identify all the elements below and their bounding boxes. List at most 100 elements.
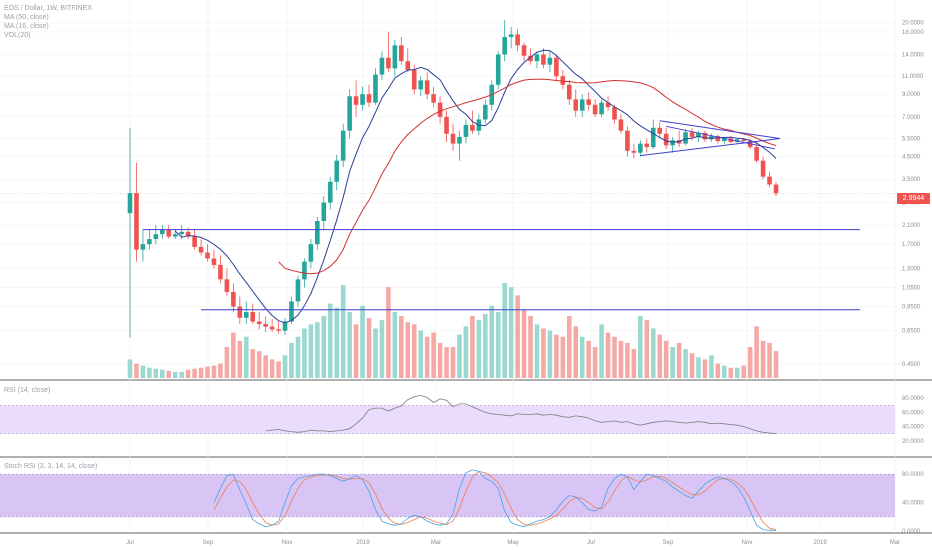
candle-body bbox=[560, 76, 566, 85]
volume-bar bbox=[528, 316, 533, 378]
ma-50-line bbox=[278, 78, 777, 275]
volume-bar bbox=[444, 347, 449, 378]
volume-bar bbox=[405, 322, 411, 378]
candle-body bbox=[541, 54, 546, 65]
stoch-rsi-legend: Stoch RSI (3, 3, 14, 14, close) bbox=[4, 463, 98, 470]
candle-body bbox=[625, 130, 630, 151]
candle-body bbox=[715, 136, 721, 142]
volume-bar bbox=[198, 367, 204, 378]
candle-body bbox=[379, 57, 385, 75]
volume-bar bbox=[541, 328, 546, 378]
volume-bar bbox=[599, 324, 604, 378]
candle-body bbox=[683, 132, 688, 144]
volume-bar bbox=[347, 311, 352, 378]
candle-body bbox=[592, 104, 598, 115]
volume-bar bbox=[437, 342, 443, 378]
volume-bar bbox=[411, 324, 417, 378]
candle-body bbox=[502, 37, 507, 55]
volume-bar bbox=[340, 285, 346, 378]
price-tick-label: 5.5000 bbox=[902, 137, 921, 143]
candle-body bbox=[302, 261, 307, 280]
ma-16-legend: MA (16, close) bbox=[4, 23, 49, 30]
volume-bar bbox=[696, 357, 701, 378]
candle-body bbox=[554, 57, 559, 77]
volume-bar bbox=[489, 305, 495, 378]
volume-bar bbox=[127, 359, 133, 378]
time-tick-label: May bbox=[507, 540, 518, 546]
time-tick-label: Nov bbox=[742, 540, 753, 546]
triangle-lower-line bbox=[640, 138, 781, 157]
candle-body bbox=[760, 160, 766, 177]
volume-bar bbox=[638, 316, 643, 378]
ma-16-line bbox=[174, 49, 777, 324]
volume-bar bbox=[618, 340, 624, 378]
volume-bar bbox=[566, 316, 572, 378]
candle-body bbox=[515, 34, 520, 46]
ma-50-legend: MA (50, close) bbox=[4, 14, 49, 21]
candlestick-series bbox=[127, 20, 779, 338]
candle-body bbox=[315, 220, 320, 245]
price-tick-label: 14.0000 bbox=[902, 52, 924, 58]
volume-bar bbox=[457, 334, 462, 378]
volume-bar bbox=[353, 324, 359, 378]
candle-body bbox=[211, 258, 217, 265]
candle-body bbox=[437, 102, 443, 117]
volume-bar bbox=[373, 328, 378, 378]
candle-body bbox=[650, 127, 656, 148]
price-tick-label: 0.6500 bbox=[902, 329, 921, 335]
time-tick-label: 2019 bbox=[813, 540, 827, 546]
volume-bar bbox=[386, 287, 391, 378]
volume-bar bbox=[205, 366, 210, 378]
volume-bar bbox=[185, 369, 191, 378]
volume-bar bbox=[315, 322, 320, 378]
volume-bar bbox=[269, 359, 275, 378]
price-tick-label: 1.3000 bbox=[902, 266, 921, 272]
candle-body bbox=[166, 229, 172, 237]
volume-bar bbox=[431, 332, 436, 378]
volume-bar bbox=[302, 328, 307, 378]
volume-bar bbox=[676, 342, 682, 378]
volume-bar bbox=[282, 355, 288, 378]
volume-bar bbox=[760, 340, 766, 378]
time-tick-label: Mar bbox=[431, 540, 441, 546]
time-tick-label: Jul bbox=[126, 540, 134, 546]
candle-body bbox=[224, 279, 230, 292]
volume-bar bbox=[308, 324, 314, 378]
volume-bar bbox=[321, 316, 327, 378]
candle-body bbox=[269, 326, 275, 330]
price-tick-label: 4.5000 bbox=[902, 155, 921, 161]
candle-body bbox=[734, 139, 740, 142]
volume-bar bbox=[767, 342, 772, 378]
candle-body bbox=[353, 96, 359, 105]
volume-legend: VOL(20) bbox=[4, 32, 31, 39]
candle-body bbox=[644, 143, 650, 148]
price-tick-label: 1.0500 bbox=[902, 286, 921, 292]
volume-bar bbox=[773, 351, 779, 378]
volume-bar bbox=[276, 361, 281, 378]
volume-bar bbox=[211, 365, 217, 378]
volume-bar bbox=[631, 349, 637, 378]
volume-bar bbox=[650, 328, 656, 378]
candle-body bbox=[405, 61, 411, 70]
candle-body bbox=[160, 229, 165, 235]
volume-bar bbox=[256, 351, 262, 378]
volume-bar bbox=[140, 365, 146, 378]
candle-body bbox=[340, 130, 346, 161]
volume-bar bbox=[579, 336, 585, 378]
price-tick-label: 11.0000 bbox=[902, 74, 924, 80]
candle-body bbox=[566, 84, 572, 100]
volume-bar bbox=[702, 359, 708, 378]
volume-bars bbox=[127, 283, 779, 378]
volume-bar bbox=[237, 340, 243, 378]
candle-body bbox=[153, 234, 159, 240]
candle-body bbox=[295, 279, 301, 302]
overlay-lines bbox=[142, 49, 860, 324]
time-tick-label: Nov bbox=[282, 540, 293, 546]
candle-body bbox=[579, 99, 585, 111]
candle-body bbox=[185, 231, 191, 237]
candle-body bbox=[192, 236, 197, 247]
volume-bar bbox=[231, 332, 236, 378]
time-tick-label: Sep bbox=[203, 540, 214, 546]
candle-body bbox=[263, 324, 268, 327]
